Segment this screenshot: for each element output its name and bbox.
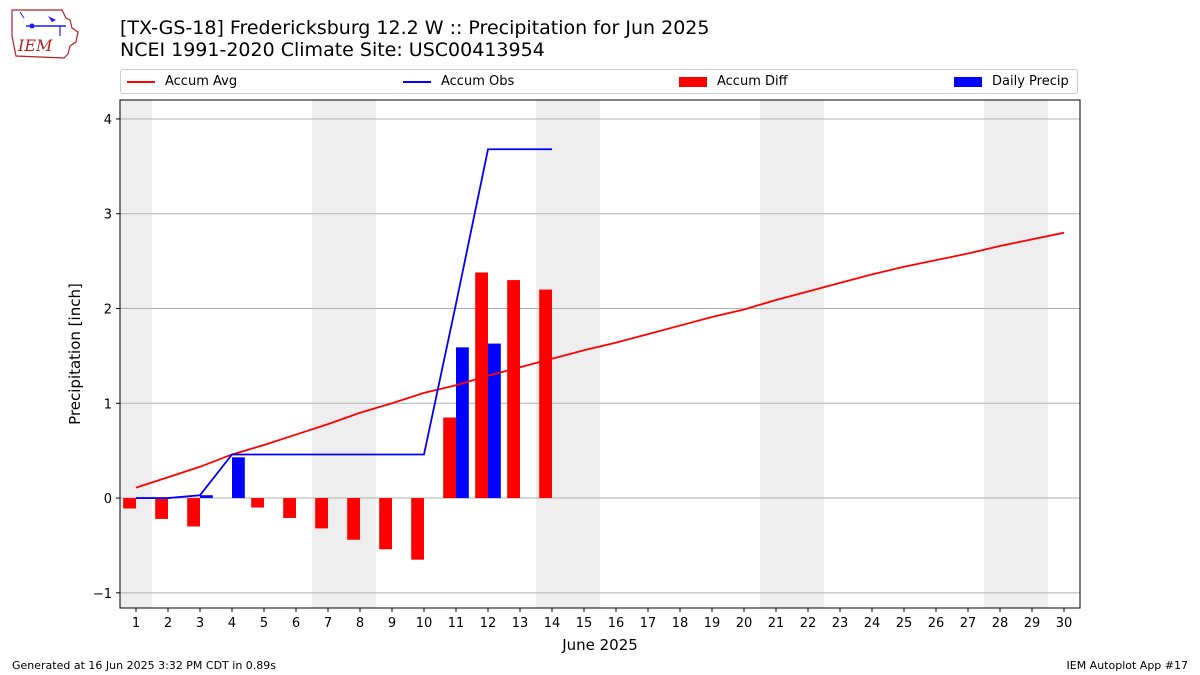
- chart-legend: Accum Avg Accum Obs Accum Diff Daily Pre…: [120, 69, 1078, 94]
- legend-label-accum-obs: Accum Obs: [441, 74, 515, 89]
- x-tick-label-14: 14: [544, 616, 561, 631]
- y-tick-label-1: 1: [104, 397, 112, 412]
- generated-timestamp: Generated at 16 Jun 2025 3:32 PM CDT in …: [12, 659, 277, 672]
- legend-swatch-daily-precip: [954, 76, 982, 87]
- x-tick-label-28: 28: [992, 616, 1009, 631]
- x-tick-label-8: 8: [356, 616, 364, 631]
- legend-item-accum-obs: Accum Obs: [403, 70, 514, 93]
- x-tick-label-22: 22: [800, 616, 817, 631]
- x-tick-label-24: 24: [864, 616, 881, 631]
- legend-item-daily-precip: Daily Precip: [954, 70, 1069, 93]
- accum-diff-bar-8: [347, 498, 360, 540]
- chart-title-line2: NCEI 1991-2020 Climate Site: USC00413954: [120, 39, 545, 61]
- legend-label-accum-diff: Accum Diff: [717, 74, 788, 89]
- x-tick-label-23: 23: [832, 616, 849, 631]
- accum-obs-line: [136, 148, 552, 499]
- weekend-shading-layer: [120, 100, 1048, 608]
- x-tick-label-17: 17: [640, 616, 657, 631]
- bar-layer: [123, 272, 552, 560]
- x-tick-label-18: 18: [672, 616, 689, 631]
- x-tick-label-4: 4: [228, 616, 236, 631]
- legend-label-accum-avg: Accum Avg: [165, 74, 238, 89]
- iem-logo-text: IEM: [17, 36, 53, 55]
- x-axis-label: June 2025: [561, 636, 638, 654]
- y-tick-label-2: 2: [104, 303, 112, 318]
- legend-swatch-accum-avg: [127, 80, 155, 83]
- y-tick-label--1: −1: [93, 587, 112, 602]
- y-tick-label-4: 4: [104, 113, 112, 128]
- x-tick-label-5: 5: [260, 616, 268, 631]
- legend-item-accum-diff: Accum Diff: [679, 70, 788, 93]
- accum-diff-bar-2: [155, 498, 168, 519]
- accum-diff-bar-1: [123, 498, 136, 509]
- daily-precip-bar-4: [232, 457, 245, 499]
- legend-swatch-accum-diff: [679, 76, 707, 87]
- accum-diff-bar-3: [187, 498, 200, 527]
- x-tick-label-3: 3: [196, 616, 204, 631]
- app-credit: IEM Autoplot App #17: [1066, 659, 1189, 672]
- daily-precip-bar-11: [456, 347, 469, 499]
- x-tick-label-27: 27: [960, 616, 977, 631]
- accum-diff-bar-14: [539, 289, 552, 499]
- daily-precip-bar-12: [488, 343, 501, 499]
- chart-title-line1: [TX-GS-18] Fredericksburg 12.2 W :: Prec…: [120, 17, 710, 39]
- x-tick-label-19: 19: [704, 616, 721, 631]
- daily-precip-bar-3: [200, 495, 213, 499]
- x-tick-label-16: 16: [608, 616, 625, 631]
- iem-logo: IEM: [8, 6, 80, 60]
- x-tick-label-20: 20: [736, 616, 753, 631]
- x-tick-label-11: 11: [448, 616, 465, 631]
- legend-label-daily-precip: Daily Precip: [992, 74, 1069, 89]
- accum-diff-bar-10: [411, 498, 424, 560]
- x-tick-label-25: 25: [896, 616, 913, 631]
- weekend-band-5: [984, 100, 1048, 608]
- accum-avg-line: [135, 231, 1065, 489]
- x-tick-label-9: 9: [388, 616, 396, 631]
- weekend-band-1: [120, 100, 152, 608]
- legend-item-accum-avg: Accum Avg: [127, 70, 237, 93]
- x-tick-label-7: 7: [324, 616, 332, 631]
- x-tick-label-26: 26: [928, 616, 945, 631]
- x-tick-label-6: 6: [292, 616, 300, 631]
- accum-diff-bar-6: [283, 498, 296, 518]
- weekend-band-4: [760, 100, 824, 608]
- x-tick-label-30: 30: [1056, 616, 1073, 631]
- gridline-layer: [120, 118, 1080, 594]
- line-layer: [135, 148, 1065, 499]
- x-tick-label-10: 10: [416, 616, 433, 631]
- y-axis-label: Precipitation [inch]: [66, 283, 84, 425]
- x-tick-label-2: 2: [164, 616, 172, 631]
- accum-diff-bar-12: [475, 272, 488, 499]
- accum-diff-bar-13: [507, 280, 520, 499]
- y-tick-label-0: 0: [104, 492, 112, 507]
- chart-title: [TX-GS-18] Fredericksburg 12.2 W :: Prec…: [120, 17, 709, 61]
- x-tick-label-13: 13: [512, 616, 529, 631]
- accum-diff-bar-9: [379, 498, 392, 550]
- accum-diff-bar-5: [251, 498, 264, 508]
- x-tick-label-12: 12: [480, 616, 497, 631]
- y-tick-label-3: 3: [104, 208, 112, 223]
- legend-swatch-accum-obs: [403, 80, 431, 83]
- accum-diff-bar-7: [315, 498, 328, 529]
- x-tick-label-15: 15: [576, 616, 593, 631]
- x-tick-label-1: 1: [132, 616, 140, 631]
- plot-frame: [119, 99, 1081, 609]
- accum-diff-bar-11: [443, 417, 456, 499]
- x-tick-label-29: 29: [1024, 616, 1041, 631]
- x-tick-label-21: 21: [768, 616, 785, 631]
- weekend-band-2: [312, 100, 376, 608]
